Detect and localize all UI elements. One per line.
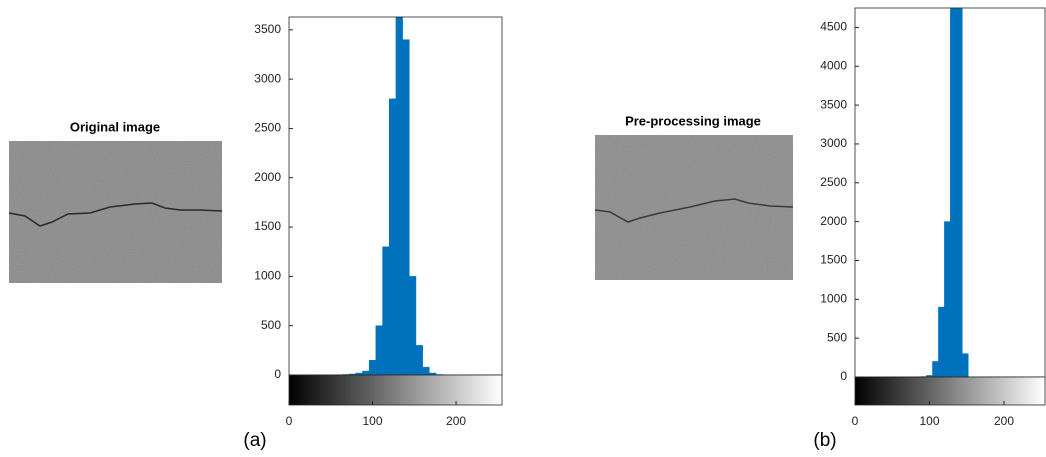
histogram-bar — [388, 98, 397, 376]
histogram-bar — [409, 276, 417, 376]
y-tick-label: 2000 — [820, 214, 847, 228]
x-tick-label: 0 — [852, 414, 859, 428]
histogram-bar — [368, 359, 377, 376]
y-tick-label: 2000 — [254, 170, 281, 184]
histogram-bar — [938, 306, 945, 378]
x-tick-label: 100 — [919, 414, 939, 428]
x-tick-label: 100 — [363, 414, 383, 428]
y-tick-label: 500 — [261, 318, 281, 332]
colorbar — [288, 374, 503, 406]
histogram-bar — [932, 361, 939, 378]
y-tick-label: 0 — [274, 367, 281, 381]
y-tick-label: 2500 — [820, 175, 847, 189]
y-tick-label: 500 — [827, 330, 847, 344]
histogram-bar — [382, 246, 390, 376]
y-tick-label: 3500 — [254, 22, 281, 36]
histogram-bar — [375, 325, 383, 376]
histogram-bar — [415, 345, 423, 376]
histogram-bar — [422, 366, 430, 376]
histogram-bar — [395, 16, 403, 376]
y-tick-label: 2500 — [254, 121, 281, 135]
histogram-bar — [956, 7, 963, 378]
y-tick-label: 1000 — [254, 269, 281, 283]
original-image — [8, 141, 223, 283]
y-tick-label: 4000 — [820, 58, 847, 72]
colorbar — [854, 376, 1046, 406]
y-tick-label: 0 — [840, 369, 847, 383]
histogram-bar — [944, 221, 951, 378]
y-tick-label: 1500 — [820, 253, 847, 267]
y-tick-label: 3500 — [820, 97, 847, 111]
y-tick-label: 1500 — [254, 219, 281, 233]
x-tick-label: 200 — [994, 414, 1014, 428]
image-title: Pre-processing image — [625, 113, 761, 128]
x-tick-label: 200 — [446, 414, 466, 428]
y-tick-label: 1000 — [820, 291, 847, 305]
image-title: Original image — [70, 119, 160, 134]
y-tick-label: 4500 — [820, 20, 847, 34]
panel-label: (a) — [243, 430, 266, 451]
histogram-bar — [962, 353, 969, 378]
histogram-bar — [362, 370, 370, 376]
y-tick-label: 3000 — [820, 136, 847, 150]
histogram-bar — [950, 7, 957, 378]
histogram-bar — [402, 39, 410, 376]
x-tick-label: 0 — [286, 414, 293, 428]
y-tick-label: 3000 — [254, 71, 281, 85]
preprocessed-image — [594, 135, 794, 280]
panel-label: (b) — [813, 430, 836, 451]
